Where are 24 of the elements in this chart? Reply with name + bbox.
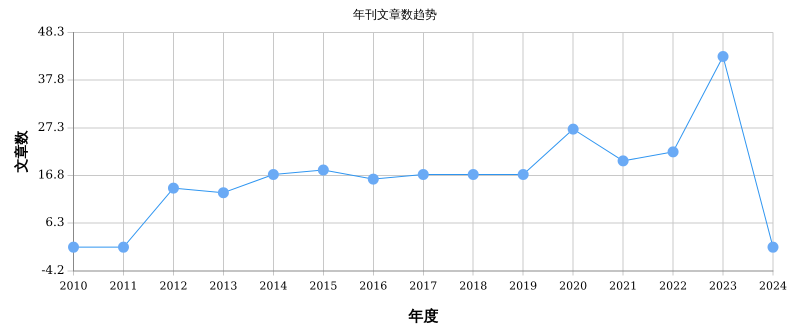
y-tick-label: 27.3 [38, 120, 65, 134]
x-tick-label: 2015 [309, 279, 338, 292]
chart-title: 年刊文章数趋势 [353, 7, 437, 22]
y-axis-title: 文章数 [13, 130, 30, 174]
x-tick-label: 2014 [259, 279, 288, 292]
x-tick-label: 2020 [559, 279, 588, 292]
x-tick-label: 2012 [159, 279, 188, 292]
y-tick-label: -4.2 [41, 262, 65, 277]
x-tick-label: 2021 [609, 279, 638, 292]
x-tick-label: 2024 [759, 279, 788, 292]
x-axis-title: 年度 [407, 306, 438, 325]
y-tick-label: 16.8 [38, 168, 65, 182]
x-tick-label: 2022 [659, 279, 688, 292]
x-tick-label: 2013 [209, 279, 238, 292]
x-tick-label: 2018 [459, 279, 488, 292]
y-tick-label: 37.8 [38, 72, 65, 86]
x-tick-label: 2019 [509, 279, 538, 292]
x-tick-label: 2017 [409, 279, 438, 292]
x-tick-label: 2023 [709, 279, 738, 292]
y-tick-label: 48.3 [38, 24, 65, 39]
x-tick-label: 2010 [60, 279, 88, 292]
x-tick-label: 2016 [359, 279, 388, 292]
x-tick-label: 2011 [109, 279, 138, 292]
y-tick-label: 6.3 [45, 215, 65, 230]
